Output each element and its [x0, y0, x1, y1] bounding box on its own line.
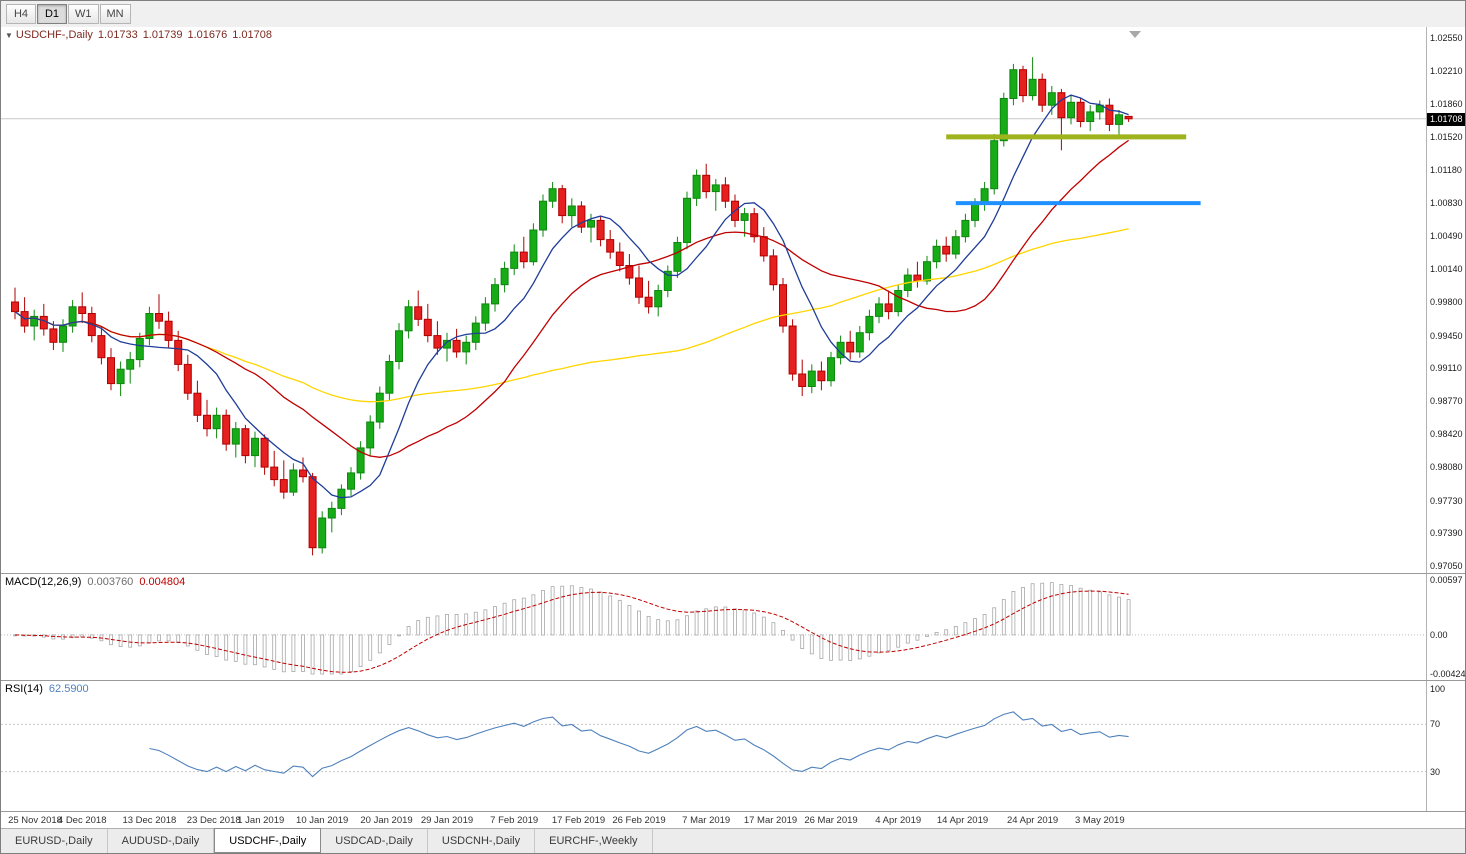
macd-axis-label: 0.00 [1430, 629, 1448, 640]
time-axis-label: 7 Feb 2019 [490, 815, 539, 826]
macd-axis[interactable]: 0.00597 0.00 -0.004243 [1426, 574, 1465, 680]
rsi-axis-label: 70 [1430, 719, 1441, 730]
rsi-line [149, 711, 1129, 778]
price-pane[interactable]: ▼ USDCHF-,Daily 1.01733 1.01739 1.01676 1.017… [1, 27, 1465, 574]
price-axis-label: 1.00490 [1430, 230, 1463, 241]
price-axis-label: 0.97730 [1430, 495, 1463, 506]
price-axis-label: 1.01520 [1430, 131, 1463, 142]
chart-title: ▼ USDCHF-,Daily 1.01733 1.01739 1.01676 1.017… [5, 29, 277, 41]
tab-usdcad-daily[interactable]: USDCAD-,Daily [321, 829, 428, 853]
macd-signal-line [14, 590, 1129, 673]
macd-label: MACD(12,26,9) [5, 576, 82, 588]
time-axis-label: 25 Nov 2018 [8, 815, 62, 826]
rsi-title: RSI(14) 62.5900 [5, 683, 89, 695]
macd-axis-label: -0.004243 [1430, 669, 1466, 679]
time-axis-label: 3 May 2019 [1074, 815, 1125, 826]
current-price-badge: 1.01708 [1427, 112, 1465, 126]
price-axis-label: 1.01180 [1430, 164, 1462, 175]
timeframe-w1-button[interactable]: W1 [68, 4, 99, 24]
time-axis-label: 20 Jan 2019 [360, 815, 413, 826]
time-axis-label: 17 Feb 2019 [551, 815, 606, 826]
price-axis-label: 0.97390 [1430, 528, 1463, 539]
chart-symbol-label: USDCHF-,Daily [15, 29, 93, 41]
ma-mid-line [14, 139, 1129, 458]
ohlc-high-value: 1.01739 [142, 29, 183, 41]
rsi-pane[interactable]: RSI(14) 62.5900 100 70 30 [1, 681, 1465, 812]
price-axis-label: 0.98420 [1430, 429, 1463, 440]
price-axis-label: 0.99450 [1430, 330, 1463, 341]
timeframe-toolbar: H4 D1 W1 MN [1, 1, 1465, 28]
macd-main-value: 0.003760 [87, 576, 134, 588]
tab-eurchf-weekly[interactable]: EURCHF-,Weekly [535, 829, 653, 853]
price-axis[interactable]: 1.02550 1.02210 1.01860 1.01520 1.01180 1.008… [1426, 27, 1465, 573]
price-axis-label: 1.02550 [1430, 33, 1463, 43]
ohlc-close-value: 1.01708 [232, 29, 272, 41]
tab-eurusd-daily[interactable]: EURUSD-,Daily [1, 829, 108, 853]
time-axis[interactable]: 25 Nov 2018 4 Dec 2018 13 Dec 2018 23 Dec 2… [1, 812, 1465, 831]
rsi-label: RSI(14) [5, 683, 43, 695]
time-axis-label: 26 Feb 2019 [612, 815, 666, 826]
rsi-value: 62.5900 [48, 683, 89, 695]
price-axis-label: 0.99110 [1430, 363, 1462, 374]
ma-fast-line [14, 94, 1129, 499]
price-axis-label: 1.00830 [1430, 198, 1463, 209]
price-axis-label: 1.00140 [1430, 264, 1463, 275]
rsi-axis[interactable]: 100 70 30 [1426, 681, 1465, 811]
ohlc-open-value: 1.01733 [97, 29, 138, 41]
ma-lines-layer [14, 94, 1129, 499]
ohlc-low-value: 1.01676 [187, 29, 228, 41]
tab-audusd-daily[interactable]: AUDUSD-,Daily [107, 829, 215, 853]
macd-pane[interactable]: MACD(12,26,9) 0.003760 0.004804 0.00597 0.0… [1, 574, 1465, 681]
price-axis-label: 0.99800 [1430, 297, 1463, 307]
macd-axis-label: 0.00597 [1430, 575, 1463, 585]
time-axis-label: 24 Apr 2019 [1006, 815, 1059, 826]
rsi-axis-label: 100 [1430, 684, 1446, 694]
time-axis-label: 1 Jan 2019 [237, 815, 285, 826]
timeframe-d1-button[interactable]: D1 [37, 4, 67, 24]
chart-tabbar: EURUSD-,Daily AUDUSD-,Daily USDCHF-,Dail… [1, 828, 1465, 853]
rsi-axis-label: 30 [1430, 766, 1441, 777]
time-axis-label: 13 Dec 2018 [122, 815, 177, 826]
price-axis-label: 1.01860 [1430, 99, 1463, 110]
price-axis-label: 0.98080 [1430, 462, 1463, 473]
collapse-triangle-icon[interactable]: ▼ [5, 31, 13, 40]
candles-layer [11, 57, 1133, 556]
price-axis-label: 1.02210 [1430, 65, 1463, 76]
rsi-chart-canvas[interactable] [1, 681, 1427, 811]
macd-chart-canvas[interactable] [1, 574, 1427, 680]
price-chart-canvas[interactable] [1, 27, 1427, 573]
time-axis-label: 26 Mar 2019 [804, 815, 858, 826]
price-axis-label: 0.98770 [1430, 395, 1463, 406]
tab-usdchf-daily[interactable]: USDCHF-,Daily [214, 828, 322, 853]
tab-usdcnh-daily[interactable]: USDCNH-,Daily [427, 829, 536, 853]
time-axis-label: 29 Jan 2019 [420, 815, 474, 826]
ma-slow-line [14, 228, 1129, 403]
time-axis-label: 14 Apr 2019 [936, 815, 989, 826]
time-axis-label: 4 Dec 2018 [57, 815, 107, 826]
time-axis-label: 7 Mar 2019 [682, 815, 731, 826]
timeframe-h4-button[interactable]: H4 [6, 4, 36, 24]
macd-histogram-layer [13, 582, 1131, 675]
time-axis-label: 17 Mar 2019 [743, 815, 798, 826]
timeframe-mn-button[interactable]: MN [99, 4, 131, 24]
time-axis-label: 4 Apr 2019 [875, 815, 922, 826]
chart-region: ▼ USDCHF-,Daily 1.01733 1.01739 1.01676 1.017… [1, 27, 1465, 831]
chart-shift-marker-icon [1129, 31, 1141, 38]
time-axis-label: 23 Dec 2018 [186, 815, 241, 826]
macd-signal-value: 0.004804 [139, 576, 186, 588]
time-axis-label: 10 Jan 2019 [296, 815, 349, 826]
macd-title: MACD(12,26,9) 0.003760 0.004804 [5, 576, 185, 588]
price-axis-label: 0.97050 [1430, 561, 1463, 571]
